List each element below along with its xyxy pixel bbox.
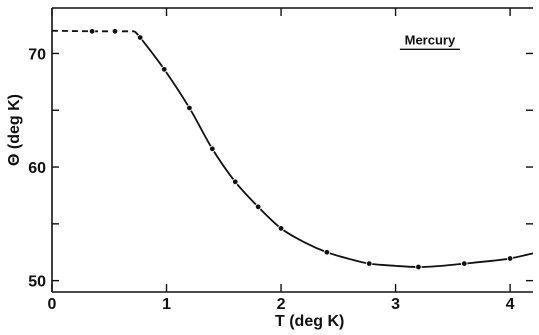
data-point (88, 28, 96, 35)
data-point (461, 260, 468, 267)
x-tick-label: 1 (162, 296, 171, 313)
data-point (254, 203, 262, 210)
data-point (111, 28, 119, 35)
x-tick-label: 3 (391, 296, 400, 313)
data-point (366, 260, 373, 267)
ticks-group (51, 8, 533, 292)
x-tick-label: 2 (277, 296, 286, 313)
x-tick-label: 4 (506, 296, 515, 313)
data-point (506, 255, 514, 262)
y-tick-label: 70 (28, 46, 46, 63)
y-tick-label: 60 (28, 160, 46, 177)
axes-group (51, 7, 533, 293)
data-point (277, 225, 285, 232)
y-tick-label: 50 (28, 274, 46, 291)
labels-group: 0 1 2 3 4 50 60 70 (28, 46, 514, 313)
data-point (323, 249, 331, 256)
data-point (415, 263, 422, 271)
data-point (161, 66, 168, 73)
data-point (232, 178, 239, 186)
data-point (209, 145, 216, 153)
x-axis-title: T (deg K) (275, 313, 344, 330)
data-point (136, 34, 144, 41)
fitted-curve (133, 30, 534, 268)
x-tick-label: 0 (48, 296, 57, 313)
y-axis-title: Θ (deg K) (6, 94, 23, 166)
data-point (186, 104, 193, 112)
series-group (51, 28, 534, 271)
annotation-label: Mercury (405, 32, 456, 47)
